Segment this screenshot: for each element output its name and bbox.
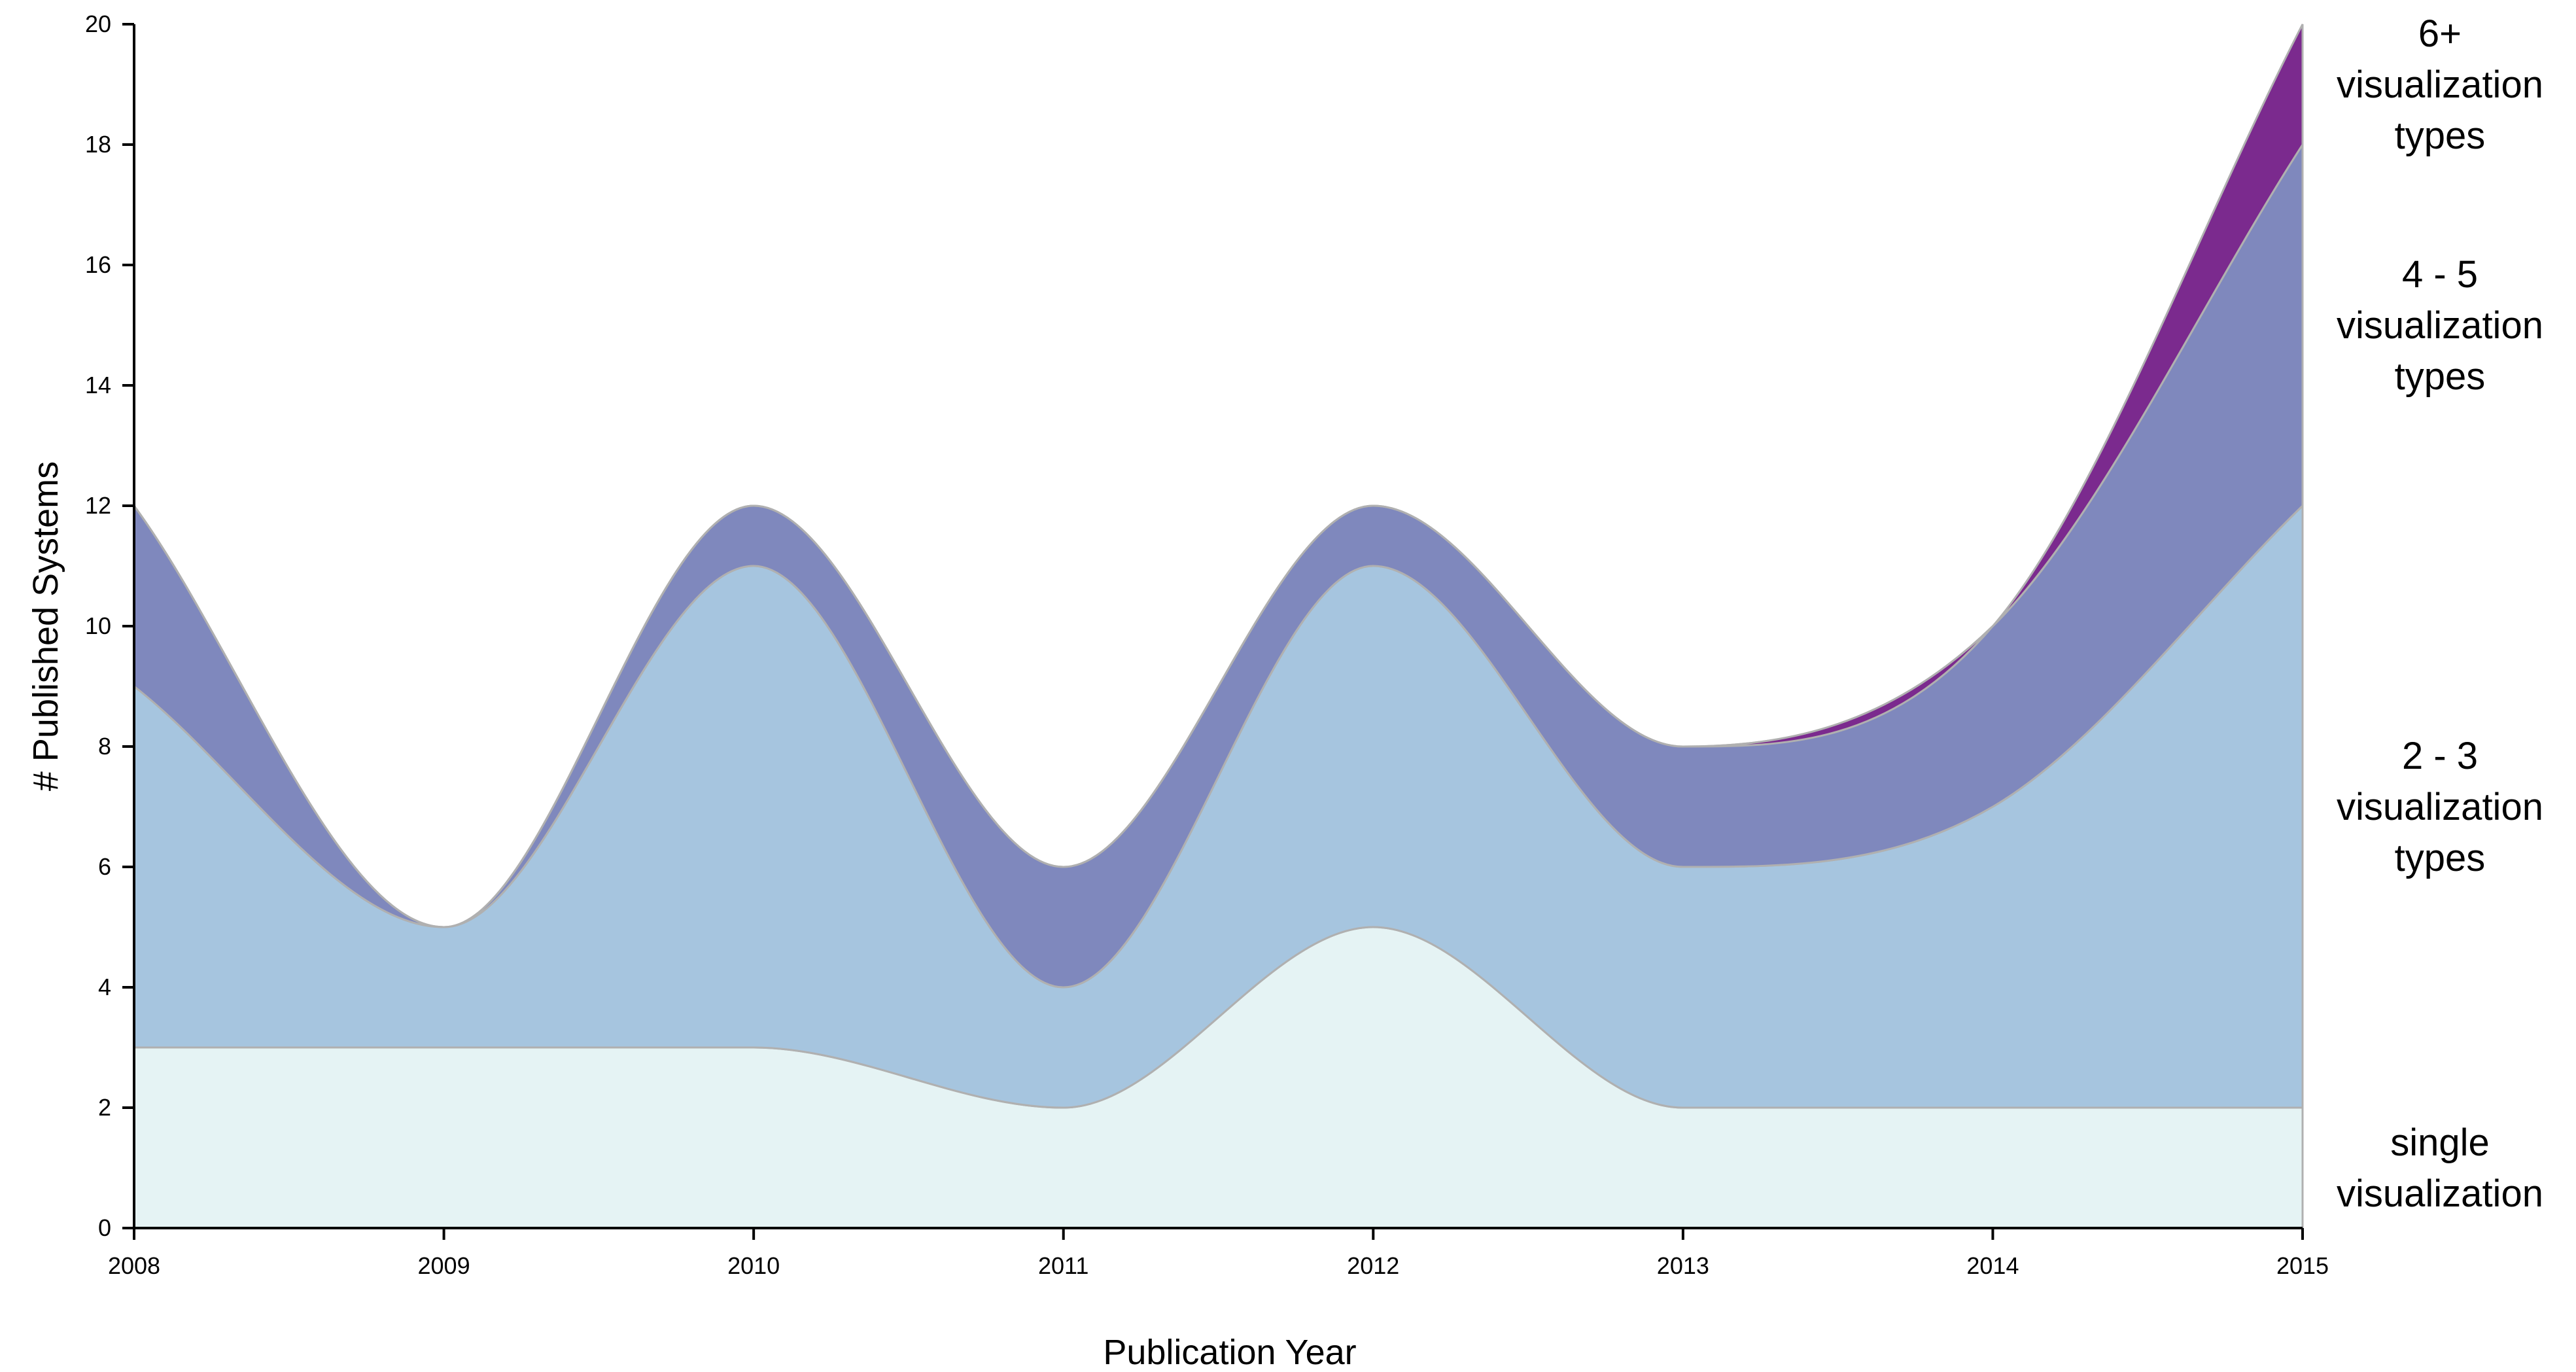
x-tick-label: 2010 — [727, 1252, 780, 1279]
series-label-1: single visualization — [2337, 1121, 2543, 1215]
y-tick-label: 10 — [85, 612, 111, 639]
y-axis-title: # Published Systems — [26, 461, 65, 791]
area-series-4 — [133, 24, 2304, 928]
y-tick-label: 0 — [98, 1214, 111, 1241]
y-tick-label: 12 — [85, 492, 111, 519]
x-tick-label: 2013 — [1657, 1252, 1709, 1279]
area-series-group — [133, 24, 2304, 1229]
series-label-4: 6+ visualization types — [2337, 12, 2543, 157]
x-axis-title: Publication Year — [1103, 1333, 1356, 1372]
series-label-2: 2 - 3 visualization types — [2337, 735, 2543, 879]
y-tick-label: 8 — [98, 733, 111, 760]
y-tick-label: 2 — [98, 1094, 111, 1121]
y-tick-label: 16 — [85, 251, 111, 278]
y-tick-label: 18 — [85, 131, 111, 158]
y-tick-label: 20 — [85, 10, 111, 37]
x-tick-label: 2008 — [108, 1252, 160, 1279]
series-labels-group: single visualization 2 - 3 visualization typ… — [2337, 12, 2543, 1215]
y-ticks-group: 0 2 4 6 8 10 12 14 16 18 20 — [85, 10, 134, 1241]
y-tick-label: 4 — [98, 974, 111, 1000]
y-tick-label: 14 — [85, 372, 111, 398]
x-tick-label: 2011 — [1038, 1252, 1088, 1279]
x-tick-label: 2012 — [1347, 1252, 1399, 1279]
x-tick-label: 2015 — [2276, 1252, 2329, 1279]
x-ticks-group: 2008 2009 2010 2011 2012 2013 2014 2015 — [108, 1228, 2329, 1279]
series-label-3: 4 - 5 visualization types — [2337, 253, 2543, 398]
x-tick-label: 2014 — [1966, 1252, 2019, 1279]
x-tick-label: 2009 — [418, 1252, 470, 1279]
y-tick-label: 6 — [98, 853, 111, 880]
